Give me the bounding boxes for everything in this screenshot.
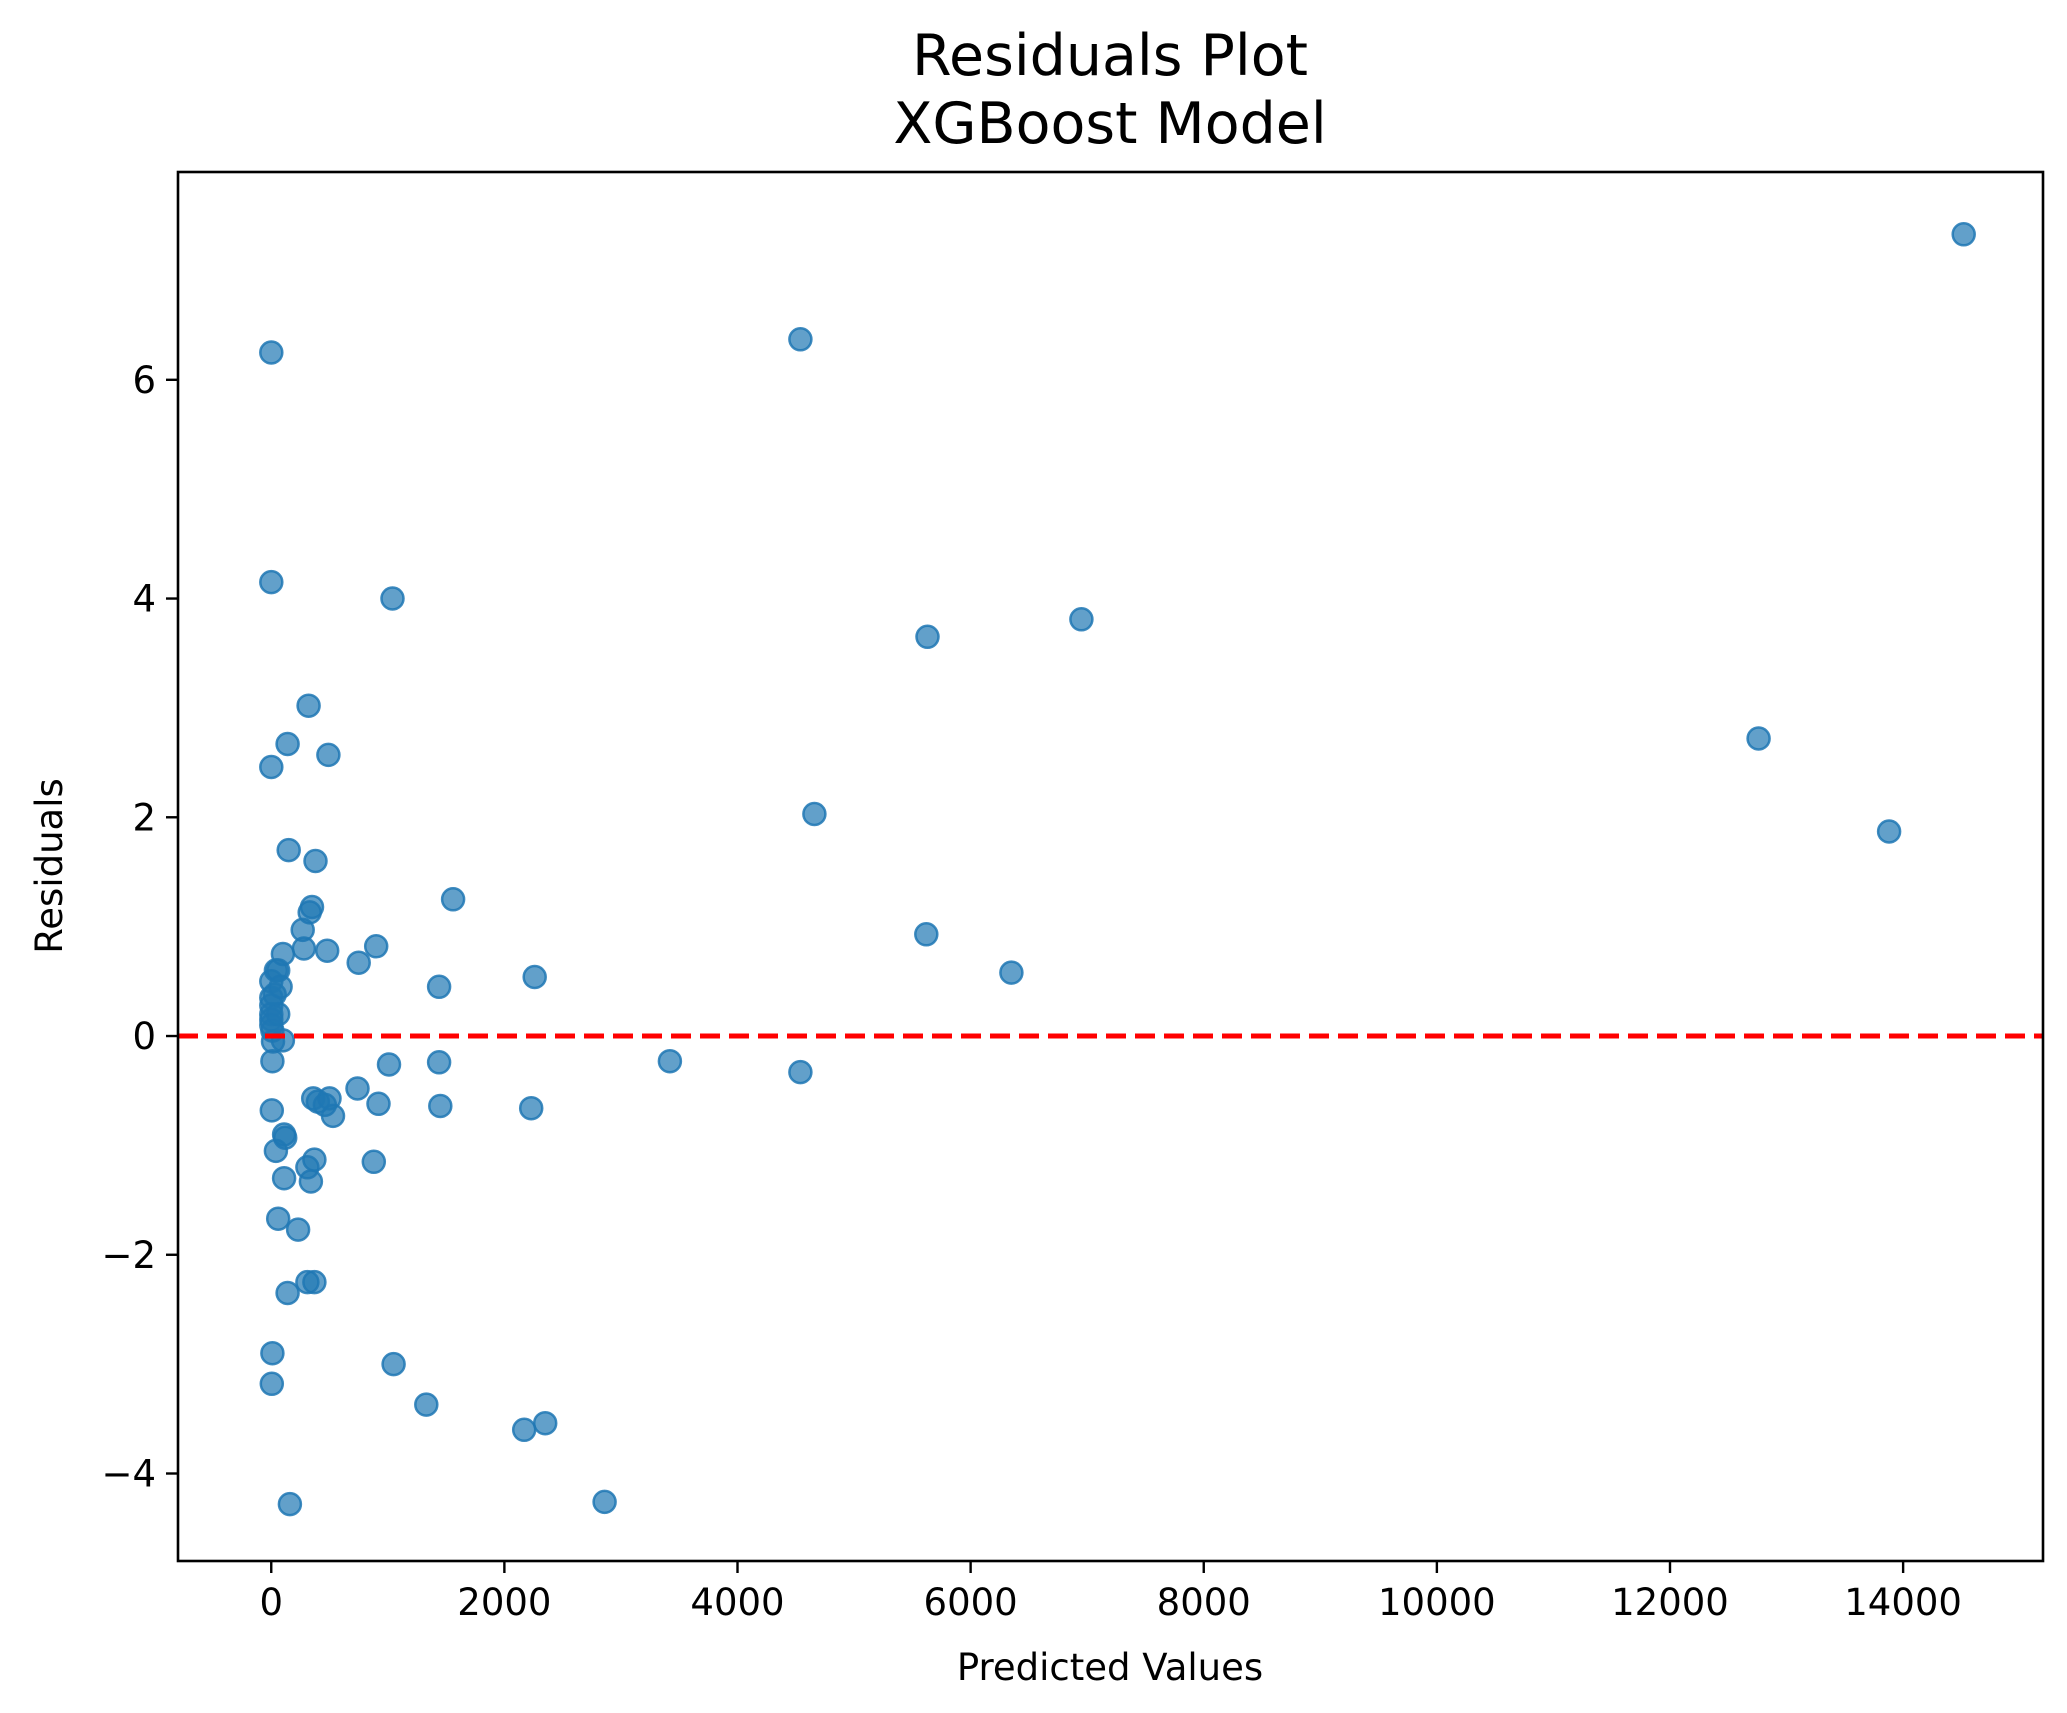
data-point — [788, 1059, 813, 1085]
data-point — [303, 848, 328, 874]
data-point — [275, 731, 300, 757]
data-point — [265, 1001, 291, 1027]
data-point — [788, 327, 813, 352]
data-point — [1951, 222, 1976, 247]
data-point — [345, 1076, 370, 1101]
data-point — [285, 1217, 311, 1242]
data-point — [1746, 726, 1771, 751]
data-point — [302, 1147, 327, 1172]
data-point — [260, 1340, 285, 1366]
data-point — [316, 742, 341, 768]
data-point — [265, 1206, 291, 1231]
y-tick-label: 6 — [132, 359, 156, 402]
x-tick-label: 14000 — [1844, 1581, 1962, 1624]
data-point — [298, 1169, 324, 1194]
x-tick-label: 4000 — [690, 1581, 784, 1624]
data-point — [259, 340, 284, 365]
data-point — [276, 837, 301, 863]
data-point — [259, 1098, 285, 1123]
data-point — [1876, 819, 1902, 844]
y-tick-label: 0 — [132, 1015, 156, 1058]
data-point — [511, 1417, 537, 1443]
data-point — [592, 1489, 617, 1515]
plot-layer — [178, 222, 2043, 1517]
y-tick-label: −2 — [101, 1234, 156, 1277]
y-tick-label: 4 — [132, 578, 156, 621]
data-point — [440, 887, 466, 912]
y-axis-label: Residuals — [28, 778, 71, 954]
x-tick-label: 0 — [259, 1581, 283, 1624]
data-point — [999, 960, 1024, 985]
data-point — [275, 1280, 300, 1306]
data-point — [376, 1052, 402, 1077]
chart-title-line-2: XGBoost Model — [893, 91, 1326, 157]
x-tick-label: 2000 — [457, 1581, 551, 1624]
x-tick-label: 8000 — [1157, 1581, 1251, 1624]
y-tick-label: −4 — [101, 1453, 156, 1496]
data-point — [802, 801, 827, 827]
data-point — [518, 1095, 544, 1121]
x-tick-label: 10000 — [1378, 1581, 1496, 1624]
data-point — [272, 1125, 298, 1150]
data-point — [428, 1093, 453, 1119]
data-point — [291, 936, 317, 961]
x-tick-label: 6000 — [924, 1581, 1018, 1624]
tick-layer: 0 2000 4000 6000 8000 10000 12000 14000 −4 −2 0 2 4 6 — [101, 359, 1962, 1624]
data-point — [361, 1149, 387, 1175]
data-point — [366, 1091, 391, 1117]
data-point — [380, 586, 405, 611]
data-point — [277, 1491, 303, 1517]
data-point — [270, 1028, 296, 1053]
data-point — [320, 1103, 346, 1129]
data-point — [302, 1269, 327, 1295]
plot-frame — [176, 170, 2045, 1563]
data-point — [1069, 607, 1094, 632]
data-point — [259, 569, 284, 595]
data-point — [270, 941, 296, 967]
data-point — [299, 894, 325, 920]
data-point — [296, 693, 321, 718]
data-point — [915, 624, 940, 650]
data-point — [363, 934, 389, 959]
data-point — [314, 938, 340, 963]
data-point — [260, 1048, 285, 1074]
data-point — [271, 1165, 297, 1191]
x-tick-label: 12000 — [1611, 1581, 1729, 1624]
data-point — [532, 1410, 558, 1436]
data-point — [426, 1050, 452, 1075]
data-point — [914, 922, 939, 947]
y-tick-label: 2 — [132, 796, 156, 839]
data-point — [268, 974, 293, 1000]
data-point — [381, 1351, 406, 1377]
data-point — [259, 1371, 285, 1397]
data-point — [346, 950, 371, 975]
data-point — [522, 964, 547, 990]
data-point — [657, 1048, 683, 1074]
data-point — [426, 974, 452, 1000]
x-axis-label: Predicted Values — [957, 1646, 1263, 1689]
data-point — [414, 1392, 439, 1417]
data-point — [259, 754, 284, 780]
chart-title-line-1: Residuals Plot — [912, 23, 1308, 89]
